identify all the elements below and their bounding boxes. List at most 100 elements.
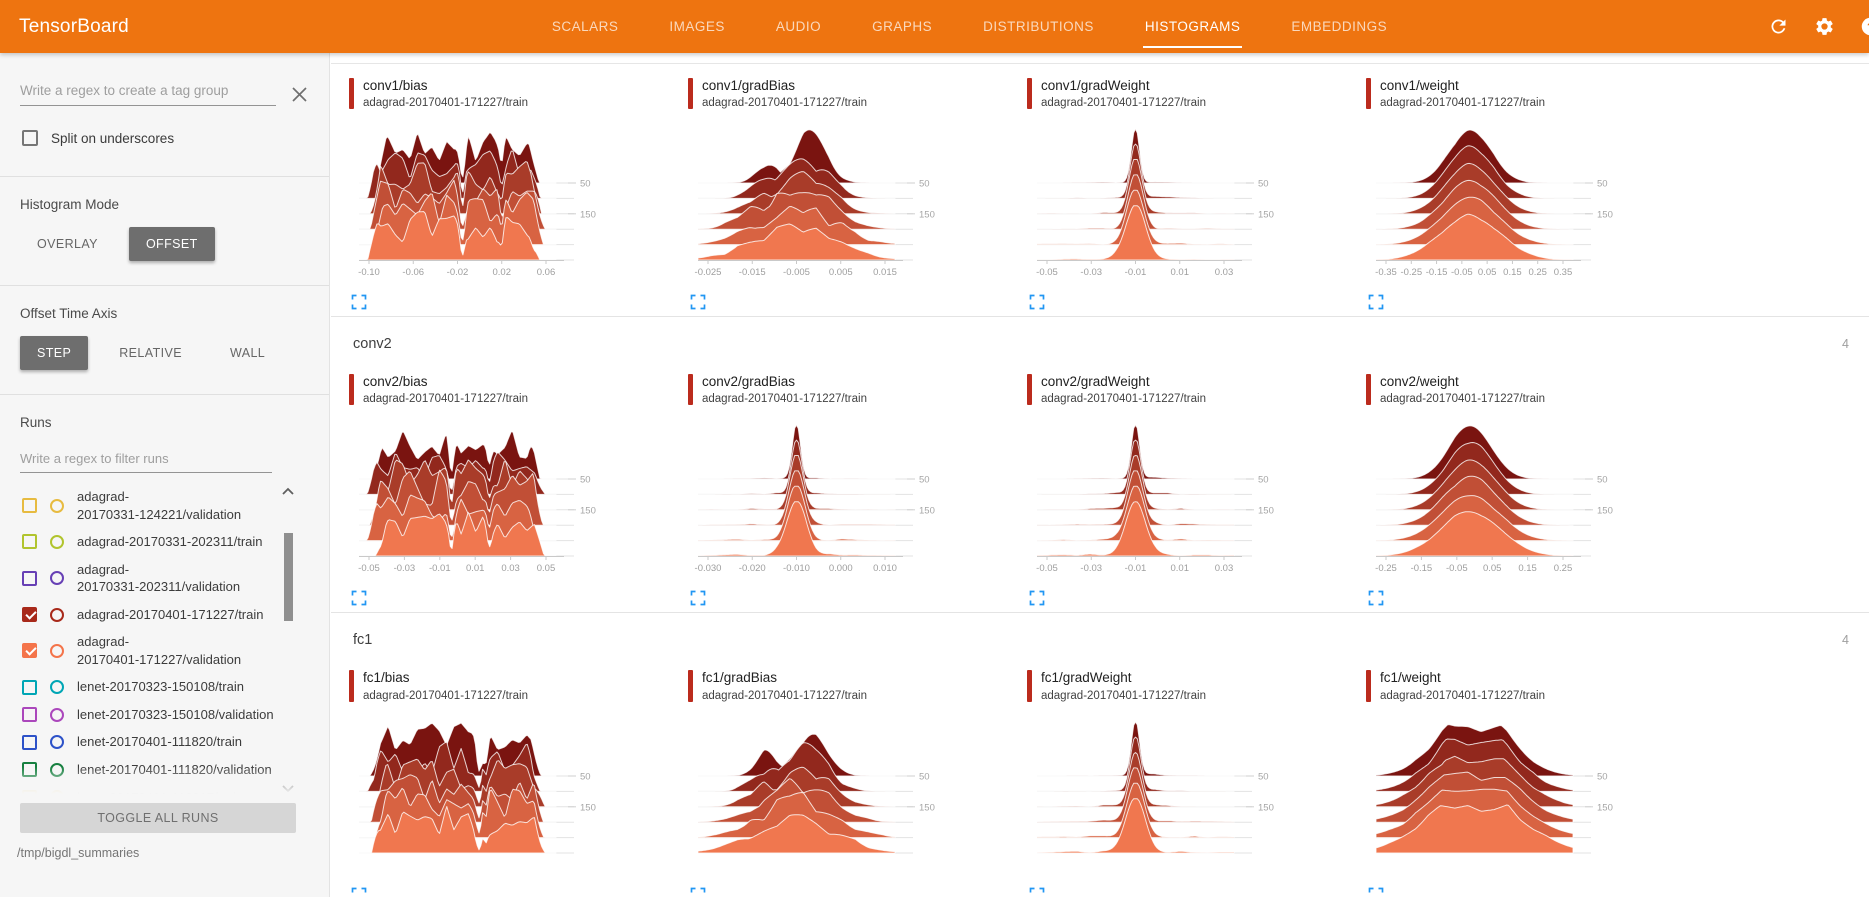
card-run-name: adagrad-20170401-171227/train [1041,689,1206,702]
card-titles: conv1/gradWeight adagrad-20170401-171227/… [1041,78,1206,109]
svg-text:0.35: 0.35 [1554,267,1573,278]
svg-text:-0.01: -0.01 [429,563,451,574]
run-radio[interactable] [50,790,64,799]
tab-histograms[interactable]: HISTOGRAMS [1142,0,1243,53]
expand-icon[interactable] [1368,590,1384,606]
card-title: conv1/weight [1380,78,1459,93]
run-radio[interactable] [50,707,64,722]
svg-text:0.03: 0.03 [1215,563,1234,574]
close-icon[interactable] [291,86,308,103]
expand-icon[interactable] [1029,294,1045,310]
expand-icon[interactable] [351,887,367,897]
group-title: conv2 [353,335,392,352]
tab-scalars[interactable]: SCALARS [551,19,619,34]
card-header: fc1/gradWeight adagrad-20170401-171227/tr… [1027,670,1347,702]
card-row: fc1/bias adagrad-20170401-171227/train 50 1… [349,666,1869,897]
expand-icon[interactable] [351,590,367,606]
svg-text:-0.05: -0.05 [1036,267,1058,278]
card-accent-bar [349,78,354,110]
overlay-button[interactable]: OVERLAY [37,237,98,251]
run-radio[interactable] [50,680,64,695]
run-radio[interactable] [50,762,64,777]
tab-distributions[interactable]: DISTRIBUTIONS [983,19,1094,34]
expand-icon[interactable] [351,294,367,310]
card-header: fc1/gradBias adagrad-20170401-171227/trai… [688,670,1008,702]
card-row: conv1/bias adagrad-20170401-171227/train 5… [349,74,1869,310]
expand-icon[interactable] [1029,590,1045,606]
svg-text:150: 150 [1258,506,1274,517]
runs-filter-input[interactable] [20,448,272,473]
run-checkbox[interactable] [22,607,37,622]
run-checkbox[interactable] [22,734,37,750]
run-radio[interactable] [50,735,64,750]
card-title: fc1/gradBias [702,670,778,686]
run-label: lenet-20170401-112317/train [77,789,244,799]
divider [0,176,329,177]
tab-embeddings[interactable]: EMBEDDINGS [1291,19,1388,34]
histogram-card-fc1-gradBias: fc1/gradBias adagrad-20170401-171227/trai… [688,670,1008,897]
svg-text:-0.15: -0.15 [1411,563,1433,574]
card-run-name: adagrad-20170401-171227/train [1041,393,1206,406]
expand-icon[interactable] [1368,294,1384,310]
group-header-conv2[interactable]: conv2 4 [331,316,1869,370]
card-titles: conv2/bias adagrad-20170401-171227/train [363,374,528,405]
run-checkbox[interactable] [22,762,37,778]
split-checkbox[interactable] [22,130,38,146]
run-checkbox[interactable] [22,789,37,799]
svg-text:150: 150 [580,209,596,220]
card-accent-bar [688,374,693,406]
step-button[interactable]: STEP [20,336,89,370]
split-on-underscores-row: Split on underscores [22,130,329,146]
toggle-all-runs-button[interactable]: TOGGLE ALL RUNS [20,803,296,833]
tag-filter-input[interactable] [20,79,276,106]
run-radio[interactable] [50,534,64,549]
relative-button[interactable]: RELATIVE [119,346,182,360]
offset-time-axis-options: STEP RELATIVE WALL [20,336,309,394]
svg-text:0.03: 0.03 [501,563,519,574]
svg-text:0.25: 0.25 [1528,267,1547,278]
tab-images[interactable]: IMAGES [669,19,725,34]
svg-text:-0.015: -0.015 [739,267,766,278]
scrollbar-thumb[interactable] [284,533,293,621]
histogram-chart: 50 150 [349,718,669,883]
run-checkbox[interactable] [22,679,37,695]
card-accent-bar [1027,670,1032,702]
tab-graphs[interactable]: GRAPHS [872,19,933,34]
run-item: adagrad- 20170331-124221/validation [22,483,329,528]
run-radio[interactable] [50,643,64,658]
refresh-icon[interactable] [1768,16,1789,37]
card-title: fc1/gradWeight [1041,670,1132,686]
run-checkbox[interactable] [22,570,37,586]
group-header-fc1[interactable]: fc1 4 [331,612,1869,666]
expand-icon[interactable] [690,590,706,606]
wall-button[interactable]: WALL [229,346,266,360]
card-titles: fc1/gradWeight adagrad-20170401-171227/tr… [1041,670,1206,701]
run-checkbox[interactable] [22,498,37,514]
svg-text:-0.25: -0.25 [1400,267,1422,278]
offset-button[interactable]: OFFSET [128,227,215,261]
card-title: conv1/bias [363,78,428,93]
svg-text:50: 50 [580,771,591,782]
card-title: fc1/weight [1380,670,1441,686]
run-item: lenet-20170401-111820/train [22,728,329,756]
expand-icon[interactable] [1029,887,1045,897]
run-radio[interactable] [50,607,64,622]
scroll-up-icon[interactable] [281,487,295,497]
expand-icon[interactable] [690,294,706,310]
help-icon[interactable]: ? [1860,16,1869,37]
run-checkbox[interactable] [22,707,37,723]
run-radio[interactable] [50,571,64,586]
expand-icon[interactable] [1368,887,1384,897]
svg-text:0.05: 0.05 [1478,267,1497,278]
run-checkbox[interactable] [22,534,37,550]
tag-group-fc1: fc1 4 fc1/bias adagrad-20170401-171227/trai… [331,612,1869,897]
tab-audio[interactable]: AUDIO [775,19,822,34]
run-radio[interactable] [50,498,64,513]
histogram-mode-section: Histogram Mode OVERLAY OFFSET [0,177,329,285]
run-checkbox[interactable] [22,643,37,659]
expand-icon[interactable] [690,887,706,897]
split-checkbox-label: Split on underscores [51,130,175,146]
run-item: adagrad-20170401-171227/train [22,601,329,629]
group-card-count: 4 [1842,336,1849,351]
settings-icon[interactable] [1814,16,1835,37]
